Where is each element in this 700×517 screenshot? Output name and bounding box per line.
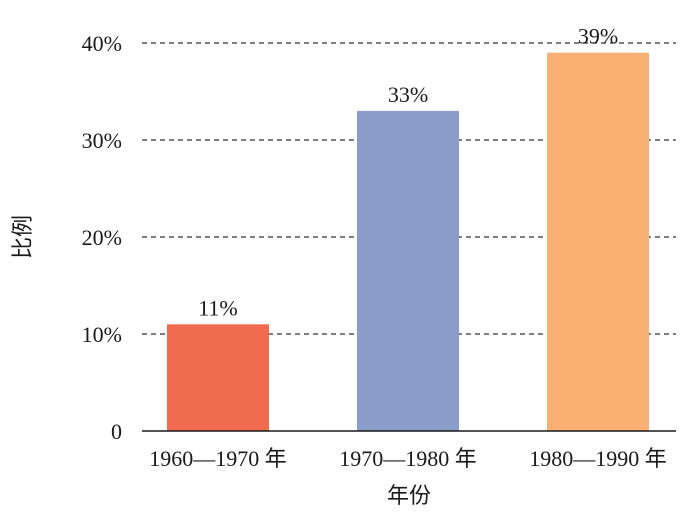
bar	[547, 52, 649, 431]
y-tick-label: 0	[111, 419, 122, 444]
x-tick-labels: 1960—1970 年 1970—1980 年 1980—1990 年	[149, 446, 667, 471]
y-tick-labels: 0 10% 20% 30% 40%	[82, 31, 122, 444]
y-tick-label: 40%	[82, 31, 122, 56]
y-tick-label: 10%	[82, 322, 122, 347]
y-tick-label: 30%	[82, 128, 122, 153]
y-tick-label: 20%	[82, 225, 122, 250]
x-tick-label: 1980—1990 年	[529, 446, 667, 471]
x-axis-title: 年份	[387, 483, 431, 508]
data-labels: 11% 33% 39%	[198, 24, 618, 321]
data-label: 33%	[388, 82, 428, 107]
data-label: 11%	[198, 295, 238, 320]
data-label: 39%	[578, 24, 618, 49]
bars	[167, 52, 649, 432]
x-tick-label: 1970—1980 年	[339, 446, 477, 471]
bar	[167, 324, 269, 431]
bar	[357, 110, 459, 432]
y-axis-title: 比例	[10, 215, 35, 259]
x-tick-label: 1960—1970 年	[149, 446, 287, 471]
